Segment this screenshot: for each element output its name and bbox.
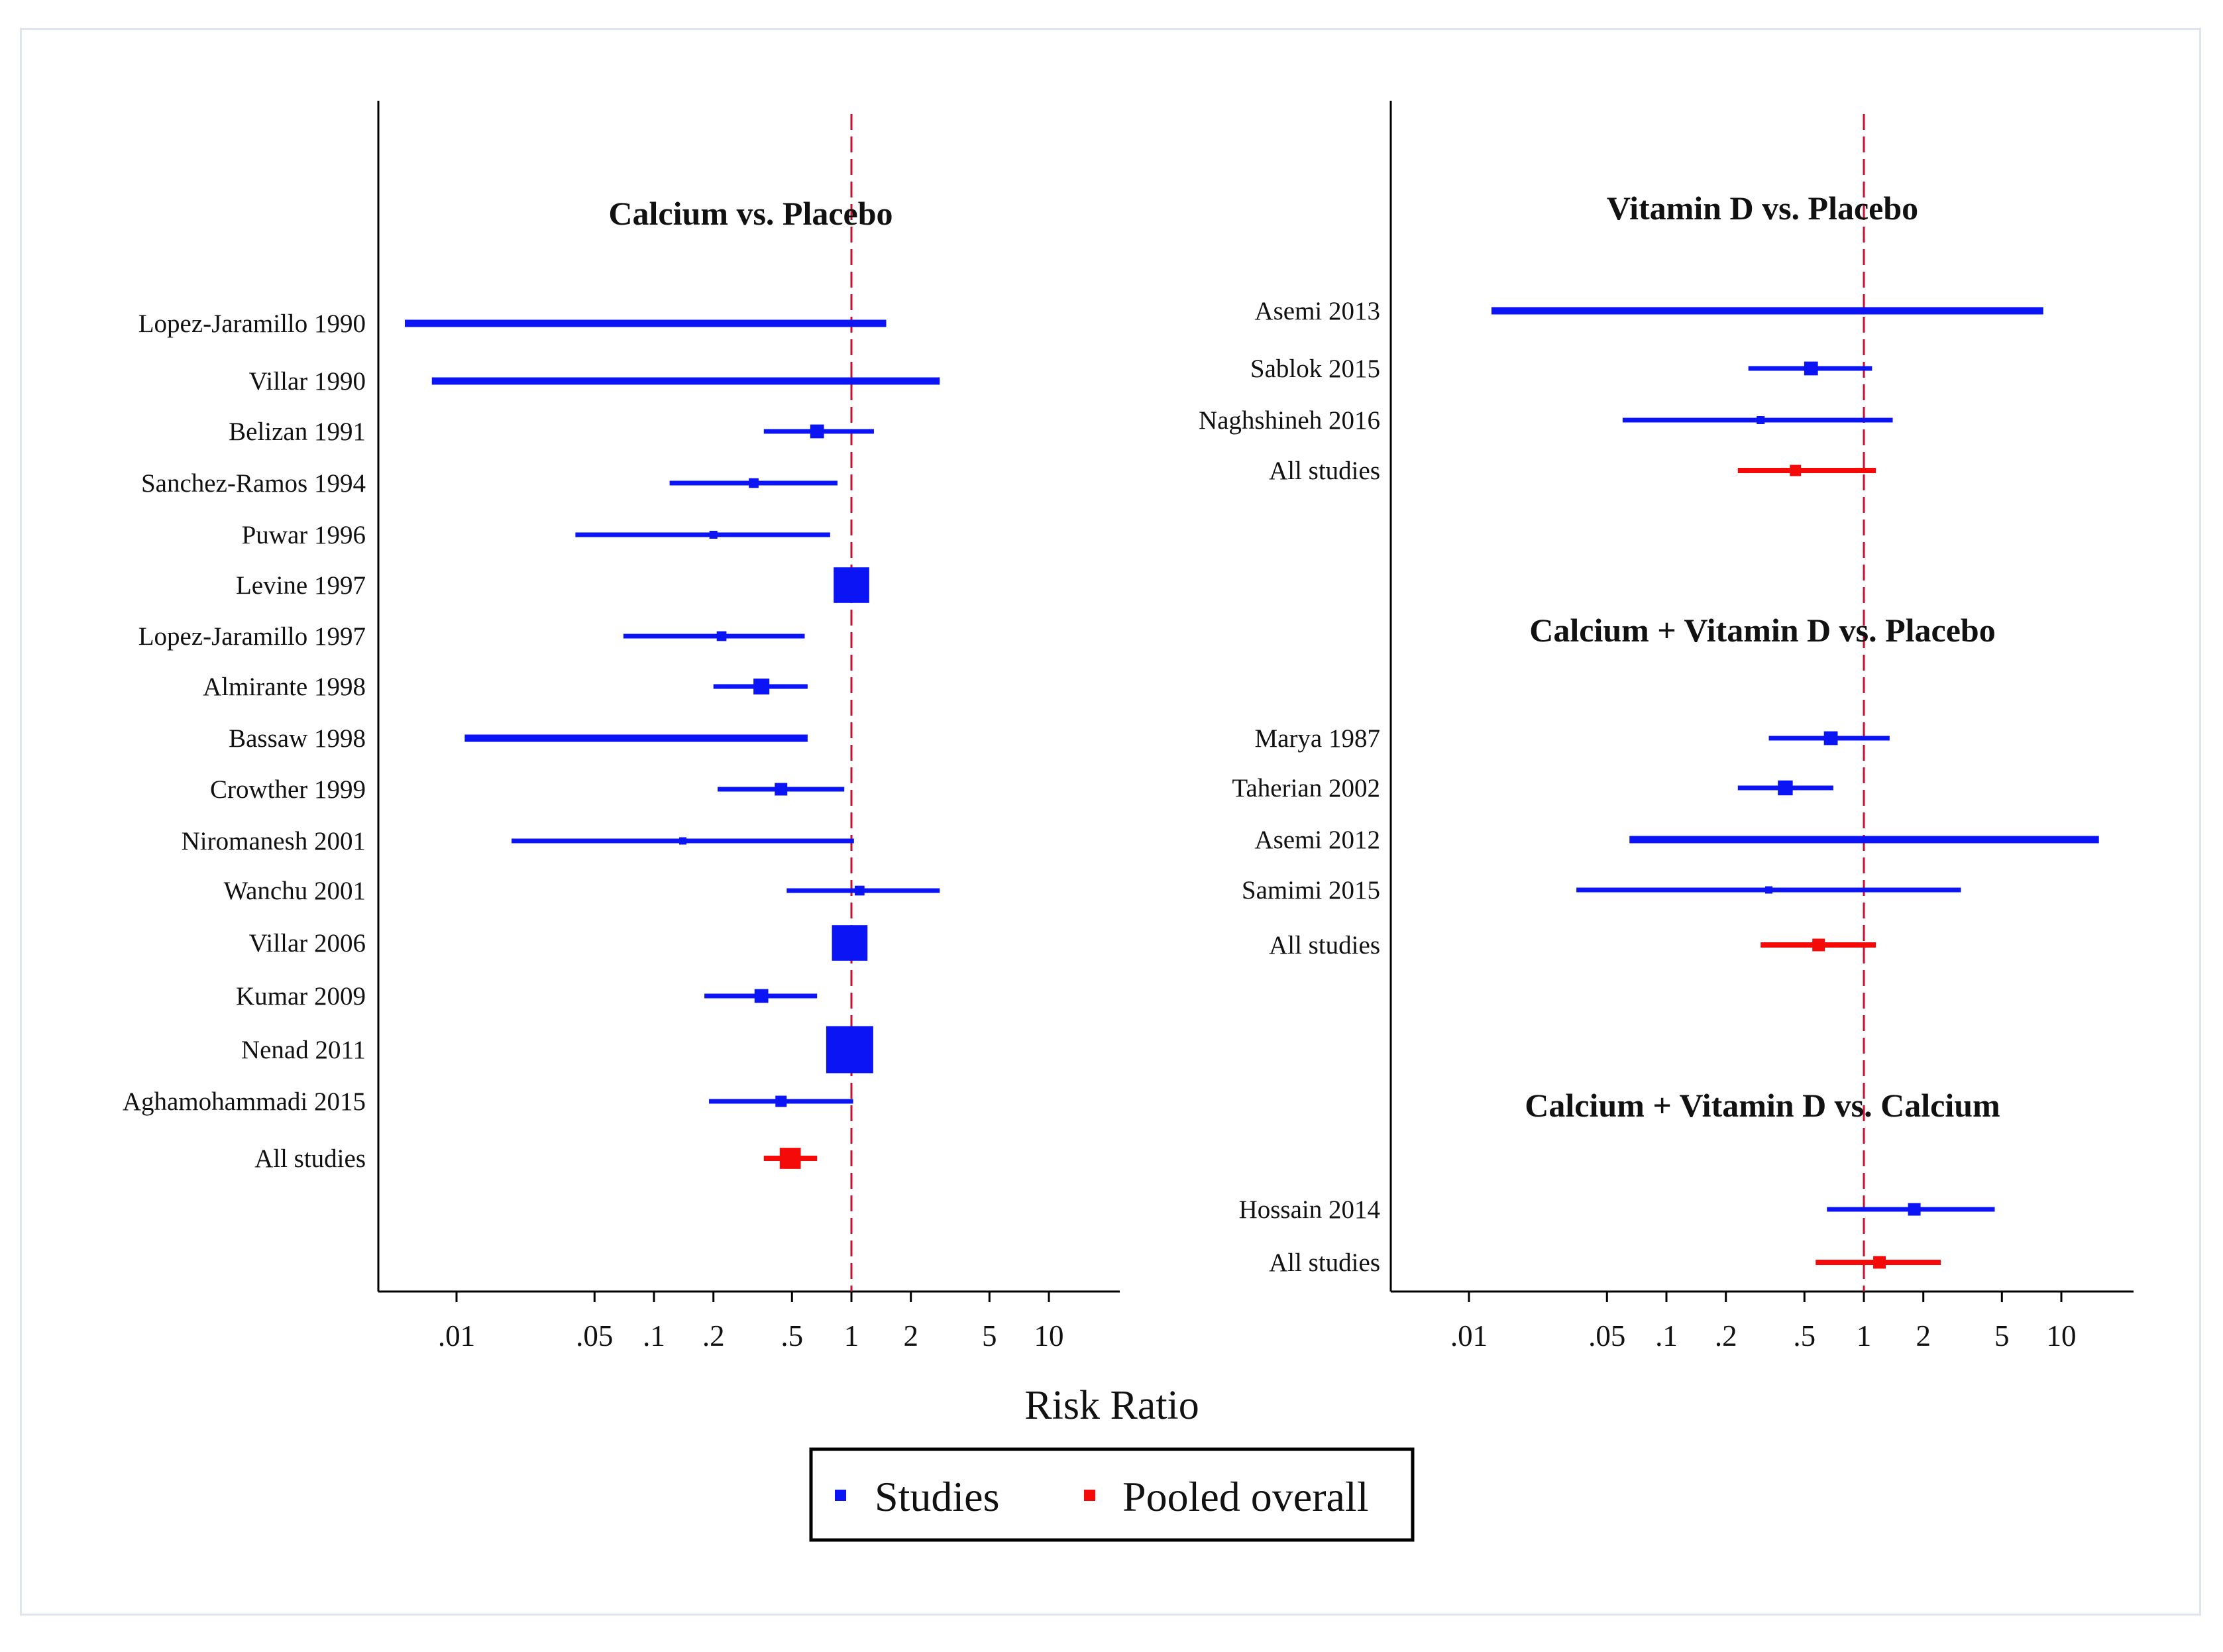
x-tick-label: .05 bbox=[576, 1319, 613, 1352]
row-label-almirante-1998: Almirante 1998 bbox=[203, 673, 366, 701]
row-label-sanchez-ramos-1994: Sanchez-Ramos 1994 bbox=[141, 469, 366, 498]
row-label-taherian-2002: Taherian 2002 bbox=[1232, 774, 1380, 802]
legend-studies-marker bbox=[835, 1490, 846, 1501]
study-marker-villar-2006 bbox=[832, 925, 868, 961]
study-marker-lopez-jaramillo-1990 bbox=[641, 319, 649, 327]
row-label-lopez-jaramillo-1997: Lopez-Jaramillo 1997 bbox=[138, 622, 366, 651]
study-marker-kumar-2009 bbox=[754, 989, 769, 1003]
study-marker-sanchez-ramos-1994 bbox=[749, 478, 759, 488]
study-marker-asemi-2012 bbox=[1860, 836, 1868, 844]
x-tick-label: 5 bbox=[982, 1319, 997, 1352]
study-marker-marya-1987 bbox=[1823, 731, 1838, 745]
study-marker-niromanesh-2001 bbox=[679, 837, 687, 845]
row-label-villar-2006: Villar 2006 bbox=[249, 929, 366, 958]
pooled-marker-all-studies bbox=[779, 1148, 801, 1169]
row-label-asemi-2013: Asemi 2013 bbox=[1254, 297, 1380, 325]
x-tick-label: 1 bbox=[844, 1319, 859, 1352]
x-tick-label: 10 bbox=[1034, 1319, 1064, 1352]
panel-vitamin-d-combinations: .01 .05 .1 .2 .5 1 2 5 10 Vitamin D vs. Placebo As… bbox=[1199, 101, 2134, 1352]
x-tick-label: .2 bbox=[1715, 1319, 1737, 1352]
row-label-hossain-2014: Hossain 2014 bbox=[1239, 1195, 1380, 1224]
x-tick-label: 10 bbox=[2047, 1319, 2077, 1352]
row-label-villar-1990: Villar 1990 bbox=[249, 367, 366, 396]
study-marker-naghshineh-2016 bbox=[1757, 416, 1765, 424]
panel-title: Calcium vs. Placebo bbox=[608, 195, 893, 232]
study-marker-wanchu-2001 bbox=[854, 885, 865, 896]
row-label-all-studies: All studies bbox=[254, 1144, 366, 1173]
panel-title: Calcium + Vitamin D vs. Calcium bbox=[1525, 1087, 2000, 1124]
row-label-aghamohammadi-2015: Aghamohammadi 2015 bbox=[123, 1087, 366, 1116]
study-marker-belizan-1991 bbox=[810, 424, 824, 439]
pooled-marker-all-studies bbox=[1812, 938, 1825, 952]
x-tick-label: .01 bbox=[438, 1319, 475, 1352]
study-marker-villar-1990 bbox=[847, 377, 855, 385]
row-label-crowther-1999: Crowther 1999 bbox=[210, 775, 366, 804]
row-label-levine-1997: Levine 1997 bbox=[236, 571, 366, 600]
row-label-samimi-2015: Samimi 2015 bbox=[1242, 876, 1380, 905]
row-label-all-studies: All studies bbox=[1269, 931, 1380, 960]
row-label-lopez-jaramillo-1990: Lopez-Jaramillo 1990 bbox=[138, 309, 366, 338]
row-label-nenad-2011: Nenad 2011 bbox=[241, 1036, 366, 1064]
study-marker-bassaw-1998 bbox=[631, 734, 639, 742]
pooled-marker-all-studies bbox=[1873, 1256, 1886, 1269]
study-marker-aghamohammadi-2015 bbox=[775, 1095, 787, 1107]
x-tick-label: .05 bbox=[1588, 1319, 1625, 1352]
x-tick-label: 2 bbox=[1916, 1319, 1931, 1352]
study-marker-almirante-1998 bbox=[753, 679, 770, 694]
row-label-niromanesh-2001: Niromanesh 2001 bbox=[182, 827, 366, 855]
x-tick-label: 1 bbox=[1857, 1319, 1872, 1352]
panel-calcium-vs-placebo: .01 .05 .1 .2 .5 1 2 5 10 Calcium vs. Placebo Lope… bbox=[123, 101, 1120, 1352]
study-marker-puwar-1996 bbox=[709, 531, 718, 539]
x-axis-title: Risk Ratio bbox=[1024, 1383, 1199, 1428]
row-label-wanchu-2001: Wanchu 2001 bbox=[223, 877, 366, 905]
x-tick-label: 2 bbox=[903, 1319, 918, 1352]
x-tick-label: .2 bbox=[702, 1319, 725, 1352]
row-label-all-studies: All studies bbox=[1269, 1248, 1380, 1277]
x-tick-label: .5 bbox=[1793, 1319, 1816, 1352]
x-tick-label: .5 bbox=[781, 1319, 803, 1352]
row-label-all-studies: All studies bbox=[1269, 457, 1380, 485]
study-marker-samimi-2015 bbox=[1765, 886, 1773, 894]
figure-frame bbox=[20, 28, 2201, 1616]
pooled-marker-all-studies bbox=[1790, 465, 1802, 476]
row-label-belizan-1991: Belizan 1991 bbox=[229, 417, 366, 446]
study-marker-crowther-1999 bbox=[775, 783, 788, 796]
study-marker-hossain-2014 bbox=[1908, 1203, 1921, 1216]
study-marker-nenad-2011 bbox=[826, 1026, 873, 1074]
row-label-puwar-1996: Puwar 1996 bbox=[242, 521, 366, 549]
row-label-asemi-2012: Asemi 2012 bbox=[1254, 826, 1380, 854]
row-label-marya-1987: Marya 1987 bbox=[1254, 724, 1380, 753]
legend-studies-label: Studies bbox=[875, 1473, 999, 1520]
row-label-kumar-2009: Kumar 2009 bbox=[236, 982, 366, 1011]
x-tick-label: .1 bbox=[1655, 1319, 1678, 1352]
x-tick-label: 5 bbox=[1994, 1319, 2010, 1352]
legend-pooled-marker bbox=[1084, 1490, 1095, 1501]
panel-title: Calcium + Vitamin D vs. Placebo bbox=[1529, 612, 1995, 649]
legend-pooled-label: Pooled overall bbox=[1122, 1473, 1368, 1520]
study-marker-taherian-2002 bbox=[1778, 780, 1793, 796]
legend: Studies Pooled overall bbox=[809, 1447, 1415, 1542]
row-label-sablok-2015: Sablok 2015 bbox=[1250, 355, 1380, 383]
study-marker-asemi-2013 bbox=[1765, 307, 1773, 315]
legend-box bbox=[809, 1447, 1415, 1542]
x-tick-label: .01 bbox=[1450, 1319, 1488, 1352]
study-marker-sablok-2015 bbox=[1804, 361, 1818, 376]
panel-title: Vitamin D vs. Placebo bbox=[1607, 190, 1918, 227]
study-marker-levine-1997 bbox=[834, 567, 869, 603]
study-marker-lopez-jaramillo-1997 bbox=[716, 631, 727, 641]
row-label-naghshineh-2016: Naghshineh 2016 bbox=[1199, 406, 1380, 435]
row-label-bassaw-1998: Bassaw 1998 bbox=[229, 724, 366, 753]
x-tick-label: .1 bbox=[643, 1319, 665, 1352]
